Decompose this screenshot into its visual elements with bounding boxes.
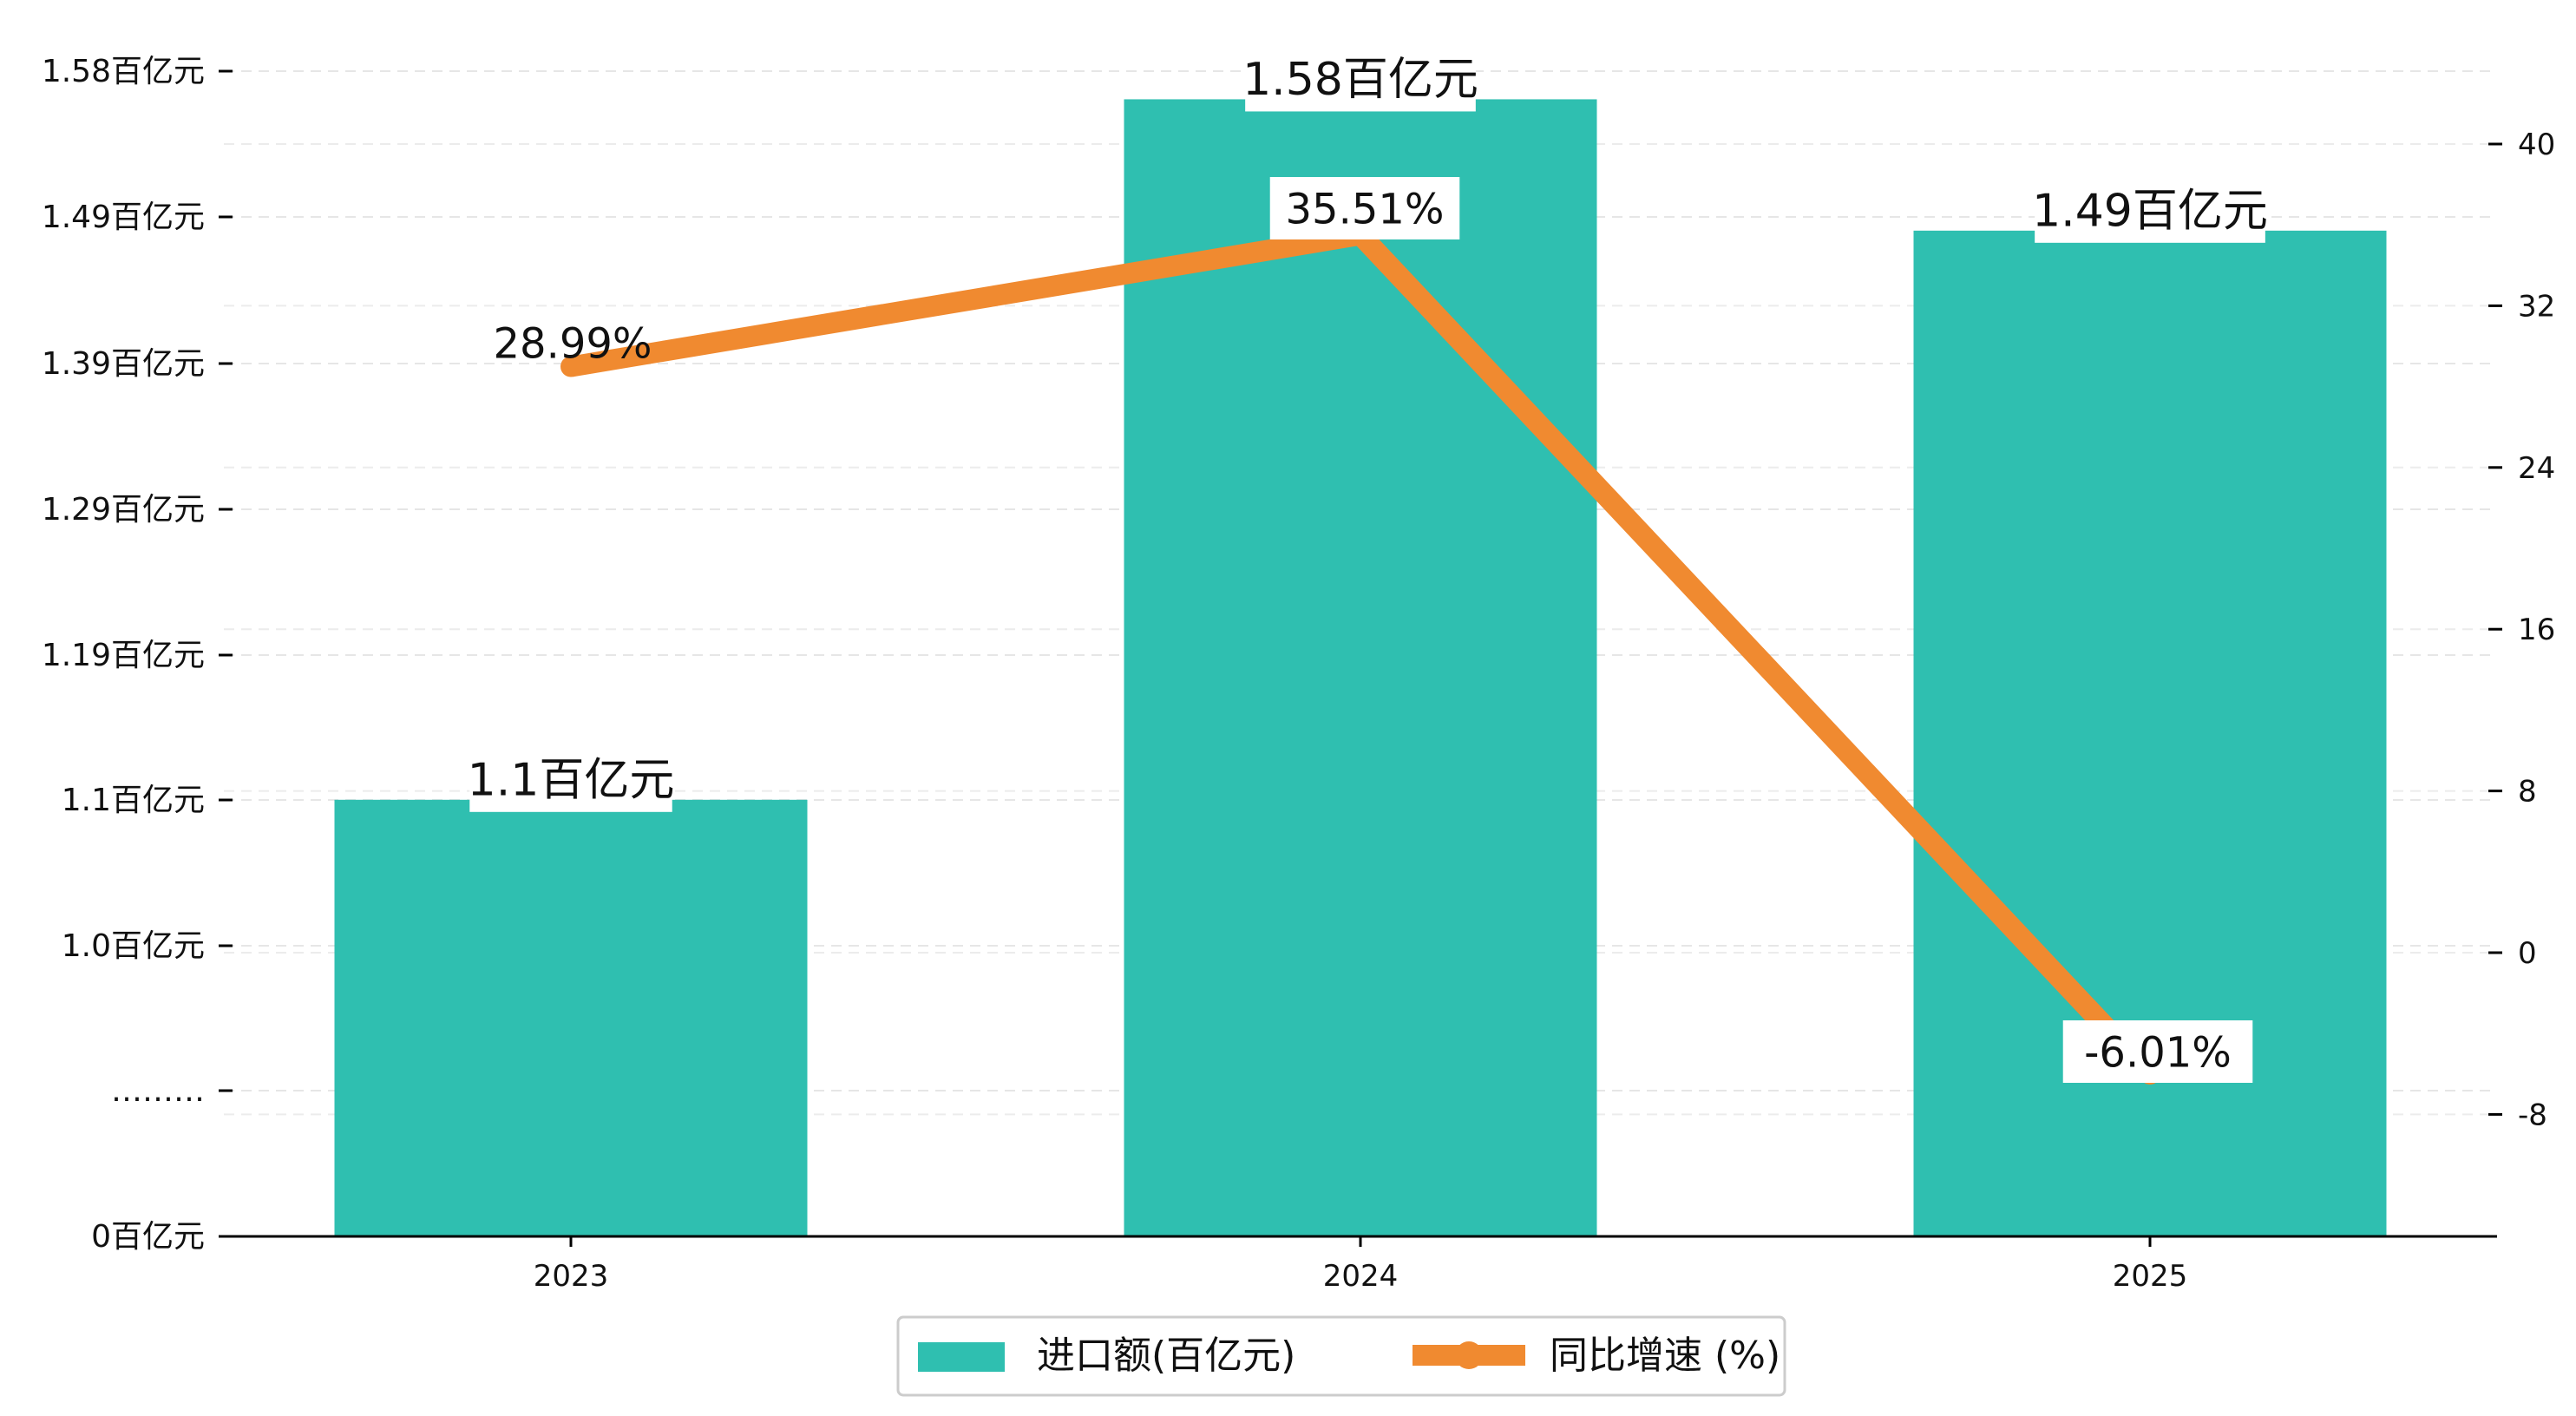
x-tick-label: 2024 — [1323, 1259, 1399, 1294]
bar-2024 — [1124, 99, 1597, 1237]
left-tick-label: 1.1百亿元 — [62, 783, 205, 818]
legend-label-bar: 进口额(百亿元) — [1037, 1334, 1295, 1378]
bar-value-label-2023-text: 1.1百亿元 — [468, 755, 675, 807]
line-point-2023 — [560, 356, 581, 377]
bar-value-label-2024: 1.58百亿元 — [1242, 45, 1478, 112]
right-tick-label: 16 — [2518, 613, 2555, 647]
right-tick-label: 40 — [2518, 128, 2555, 162]
right-tick-label: 0 — [2518, 936, 2537, 971]
right-tick-label: 24 — [2518, 451, 2555, 486]
left-tick-label: 1.19百亿元 — [42, 638, 205, 673]
data-labels: 1.1百亿元 1.58百亿元 1.49百亿元 28.99% 35.51% -6.01% — [468, 45, 2268, 1083]
right-tick-label: 32 — [2518, 289, 2555, 324]
left-tick-label: 1.0百亿元 — [62, 928, 205, 964]
left-tick-label: 1.49百亿元 — [42, 200, 205, 235]
line-value-label-2024-text: 35.51% — [1285, 185, 1444, 233]
bar-value-label-2023: 1.1百亿元 — [468, 745, 675, 812]
legend-label-line: 同比增速 (%) — [1550, 1334, 1780, 1378]
bar-value-label-2025: 1.49百亿元 — [2032, 176, 2268, 243]
legend-box — [896, 1315, 1786, 1397]
legend-swatch-marker — [1455, 1341, 1483, 1369]
right-tick-label: 8 — [2518, 775, 2537, 810]
legend-swatch-bar — [918, 1342, 1005, 1372]
line-value-label-2025-text: -6.01% — [2084, 1028, 2232, 1077]
line-value-label-2023-text: 28.99% — [493, 319, 652, 368]
bar-series — [334, 99, 2387, 1237]
bar-value-label-2025-text: 1.49百亿元 — [2032, 186, 2268, 238]
bar-2023 — [334, 799, 808, 1236]
left-tick-label: 1.58百亿元 — [42, 54, 205, 89]
x-tick-label: 2023 — [534, 1259, 609, 1294]
left-tick-label: ……… — [111, 1073, 205, 1109]
legend: 进口额(百亿元) 同比增速 (%) — [896, 1315, 1786, 1397]
bar-value-label-2024-text: 1.58百亿元 — [1242, 54, 1478, 106]
x-tick-label: 2025 — [2113, 1259, 2188, 1294]
left-tick-label: 1.29百亿元 — [42, 492, 205, 528]
line-value-label-2025: -6.01% — [2062, 1020, 2253, 1083]
bar-2025 — [1913, 230, 2387, 1236]
axes: 0百亿元 ……… 1.0百亿元 1.1百亿元 1.19百亿元 1.29百亿元 1.39百亿元… — [42, 54, 2555, 1294]
line-value-label-2024: 35.51% — [1269, 177, 1460, 239]
left-tick-label: 0百亿元 — [91, 1219, 205, 1255]
left-tick-label: 1.39百亿元 — [42, 346, 205, 382]
right-tick-label: -8 — [2518, 1098, 2547, 1132]
line-value-label-2023: 28.99% — [493, 319, 652, 368]
